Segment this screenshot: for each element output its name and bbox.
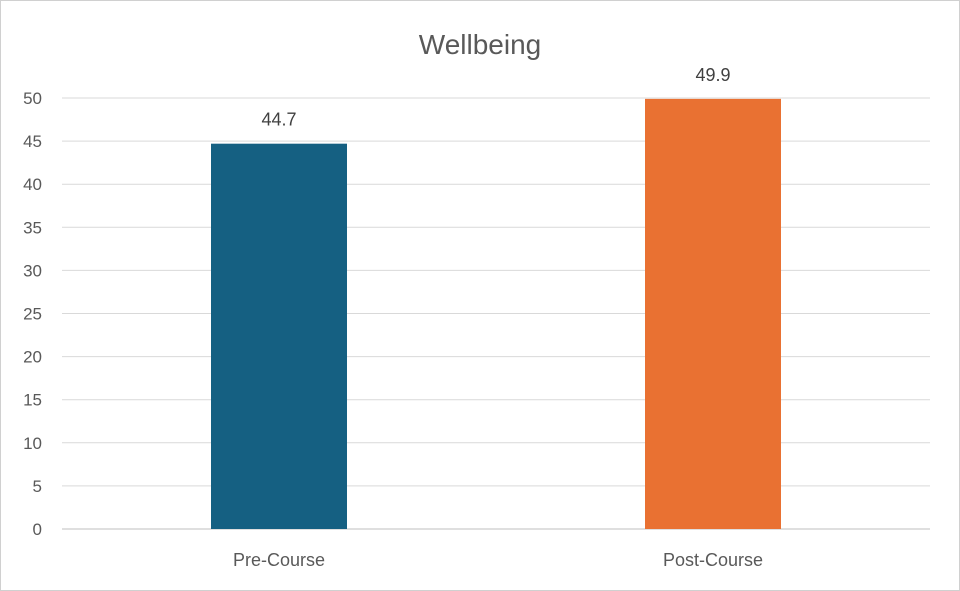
data-label: 49.9 xyxy=(695,65,730,85)
y-tick-label: 45 xyxy=(23,132,42,151)
y-tick-label: 5 xyxy=(33,477,42,496)
data-label: 44.7 xyxy=(261,110,296,130)
y-tick-label: 20 xyxy=(23,348,42,367)
bar xyxy=(645,98,781,529)
y-tick-label: 50 xyxy=(23,89,42,108)
y-tick-label: 25 xyxy=(23,305,42,324)
y-tick-label: 10 xyxy=(23,434,42,453)
y-tick-label: 30 xyxy=(23,261,42,280)
bar xyxy=(211,143,347,529)
y-tick-label: 15 xyxy=(23,391,42,410)
x-tick-label: Pre-Course xyxy=(233,550,325,570)
x-tick-label: Post-Course xyxy=(663,550,763,570)
chart-title: Wellbeing xyxy=(419,29,541,60)
y-tick-label: 35 xyxy=(23,218,42,237)
y-tick-label: 40 xyxy=(23,175,42,194)
y-tick-label: 0 xyxy=(33,520,42,539)
